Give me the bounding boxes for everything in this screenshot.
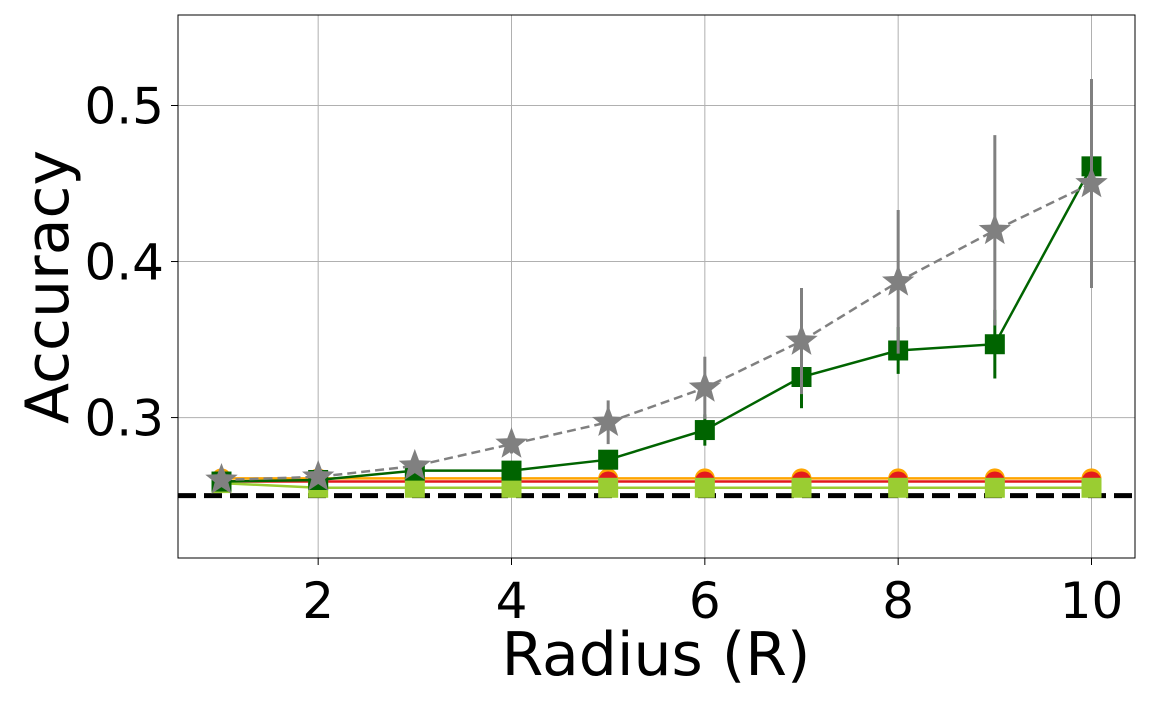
marker [598, 449, 619, 470]
marker [1081, 477, 1102, 498]
marker [785, 324, 818, 355]
x-tick-label: 2 [302, 572, 334, 630]
marker [984, 477, 1005, 498]
marker [501, 477, 522, 498]
y-tick-label: 0.5 [84, 78, 164, 136]
series-line [221, 481, 1092, 490]
x-tick-label: 8 [882, 572, 914, 630]
y-tick-label: 0.3 [84, 390, 164, 448]
marker [888, 477, 909, 498]
x-axis-label: Radius (R) [502, 620, 811, 690]
x-tick-label: 10 [1060, 572, 1124, 630]
y-axis-label: Accuracy [13, 150, 83, 424]
plot-frame [177, 14, 1136, 559]
marker [688, 370, 721, 402]
marker [302, 459, 335, 491]
x-tick-label: 6 [689, 572, 721, 630]
y-tick-label: 0.4 [84, 234, 164, 292]
marker [205, 463, 238, 494]
marker [1075, 166, 1108, 198]
x-tick-label: 4 [496, 572, 528, 630]
marker [598, 477, 619, 498]
marker [404, 477, 425, 498]
series-line [221, 165, 1093, 483]
marker [495, 427, 528, 458]
marker [978, 213, 1011, 245]
marker [694, 477, 715, 498]
marker [791, 477, 812, 498]
marker [592, 405, 625, 436]
marker [398, 448, 431, 480]
marker [882, 264, 915, 296]
marker [501, 460, 522, 481]
marker [984, 334, 1005, 355]
series-line [221, 182, 1093, 482]
marker [694, 420, 715, 441]
